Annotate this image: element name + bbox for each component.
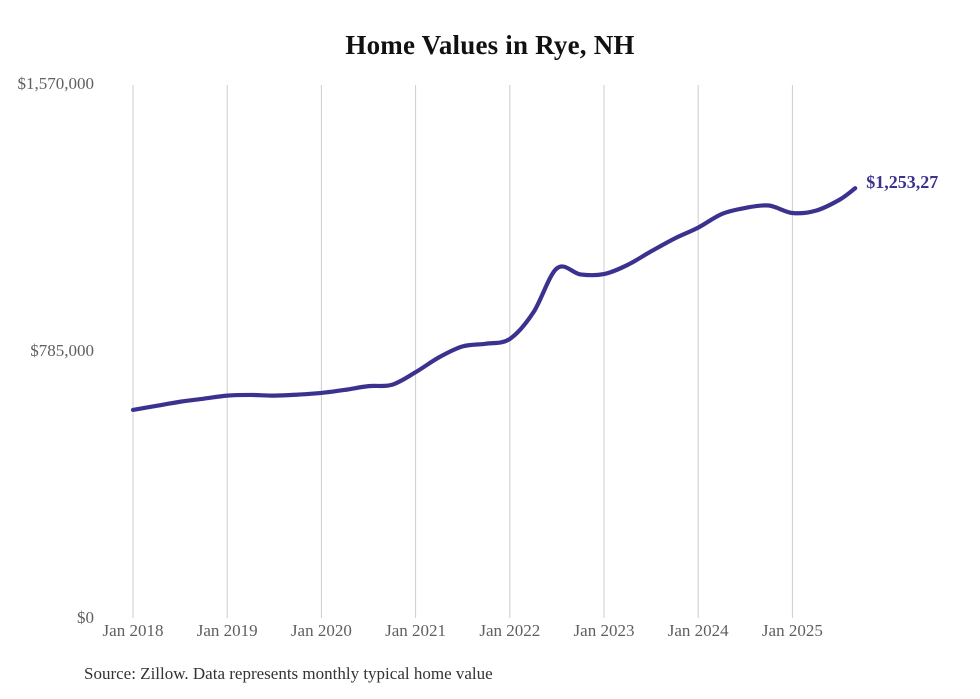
x-axis-tick-label-jan-2018: Jan 2018 [102,621,164,640]
gridlines [132,85,793,618]
chart-title: Home Values in Rye, NH [345,30,635,60]
value-line-series [130,186,858,412]
x-axis-tick-label-jan-2021: Jan 2021 [385,621,447,640]
x-axis-tick-label-jan-2019: Jan 2019 [196,621,258,640]
x-axis-tick-label-jan-2022: Jan 2022 [479,621,541,640]
y-axis-tick-label-max: $1,570,000 [17,74,95,93]
x-axis-tick-label-jan-2020: Jan 2020 [290,621,352,640]
y-axis-tick-label-mid: $785,000 [30,341,94,360]
x-axis-tick-label-jan-2024: Jan 2024 [667,621,729,640]
y-axis-tick-label-min: $0 [77,608,94,627]
source-note: Source: Zillow. Data represents monthly … [84,664,493,683]
end-value-annotation: $1,253,27 [866,172,939,193]
x-axis-tick-label-jan-2025: Jan 2025 [761,621,823,640]
x-axis-tick-label-jan-2023: Jan 2023 [573,621,635,640]
